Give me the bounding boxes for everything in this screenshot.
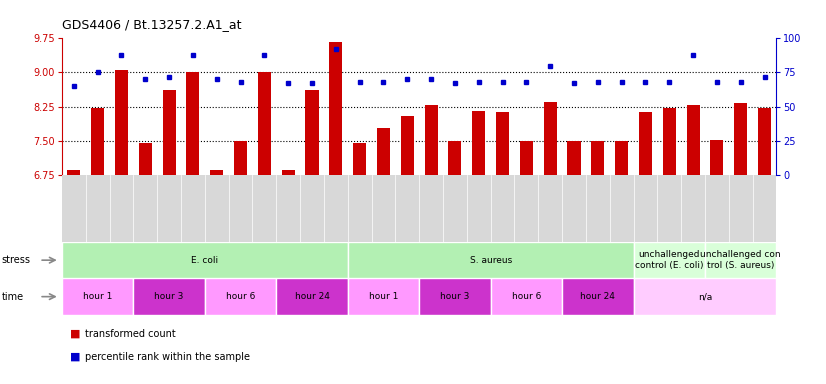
Bar xyxy=(377,128,390,175)
Bar xyxy=(139,143,152,175)
Bar xyxy=(276,278,348,315)
Bar xyxy=(562,278,634,315)
Text: hour 24: hour 24 xyxy=(581,292,615,301)
Bar xyxy=(491,278,562,315)
Text: ■: ■ xyxy=(70,329,84,339)
Bar xyxy=(210,170,223,175)
Text: stress: stress xyxy=(2,255,31,265)
Bar xyxy=(67,170,80,175)
Bar xyxy=(591,141,605,175)
Text: S. aureus: S. aureus xyxy=(469,256,512,265)
Text: unchallenged con
trol (S. aureus): unchallenged con trol (S. aureus) xyxy=(700,250,781,270)
Bar xyxy=(705,242,776,278)
Text: n/a: n/a xyxy=(698,292,712,301)
Bar xyxy=(62,242,348,278)
Bar xyxy=(758,108,771,175)
Text: hour 3: hour 3 xyxy=(440,292,470,301)
Text: hour 1: hour 1 xyxy=(83,292,112,301)
Bar xyxy=(710,140,724,175)
Text: unchallenged
control (E. coli): unchallenged control (E. coli) xyxy=(635,250,704,270)
Bar xyxy=(353,143,366,175)
Bar xyxy=(520,141,533,175)
Bar xyxy=(91,108,104,175)
Text: time: time xyxy=(2,291,24,302)
Bar xyxy=(662,108,676,175)
Bar xyxy=(401,116,414,175)
Bar xyxy=(348,278,419,315)
Bar xyxy=(425,105,438,175)
Bar xyxy=(134,278,205,315)
Bar xyxy=(205,278,276,315)
Bar xyxy=(115,70,128,175)
Bar xyxy=(686,105,700,175)
Bar xyxy=(234,141,247,175)
Bar xyxy=(306,90,319,175)
Text: percentile rank within the sample: percentile rank within the sample xyxy=(85,352,250,362)
Bar xyxy=(419,278,491,315)
Text: ■: ■ xyxy=(70,352,84,362)
Bar xyxy=(62,278,133,315)
Bar xyxy=(330,41,343,175)
Text: hour 1: hour 1 xyxy=(368,292,398,301)
Bar xyxy=(634,242,705,278)
Bar xyxy=(163,90,176,175)
Bar xyxy=(449,141,462,175)
Bar xyxy=(567,141,581,175)
Text: hour 6: hour 6 xyxy=(511,292,541,301)
Bar xyxy=(472,111,486,175)
Bar xyxy=(544,102,557,175)
Text: E. coli: E. coli xyxy=(192,256,218,265)
Bar xyxy=(187,73,200,175)
Bar xyxy=(348,242,634,278)
Bar xyxy=(734,103,748,175)
Bar xyxy=(258,73,271,175)
Bar xyxy=(496,113,509,175)
Bar xyxy=(638,113,652,175)
Bar xyxy=(634,278,776,315)
Text: GDS4406 / Bt.13257.2.A1_at: GDS4406 / Bt.13257.2.A1_at xyxy=(62,18,241,31)
Text: hour 3: hour 3 xyxy=(154,292,184,301)
Bar xyxy=(615,141,629,175)
Text: hour 24: hour 24 xyxy=(295,292,330,301)
Bar xyxy=(282,170,295,175)
Text: hour 6: hour 6 xyxy=(225,292,255,301)
Text: transformed count: transformed count xyxy=(85,329,176,339)
